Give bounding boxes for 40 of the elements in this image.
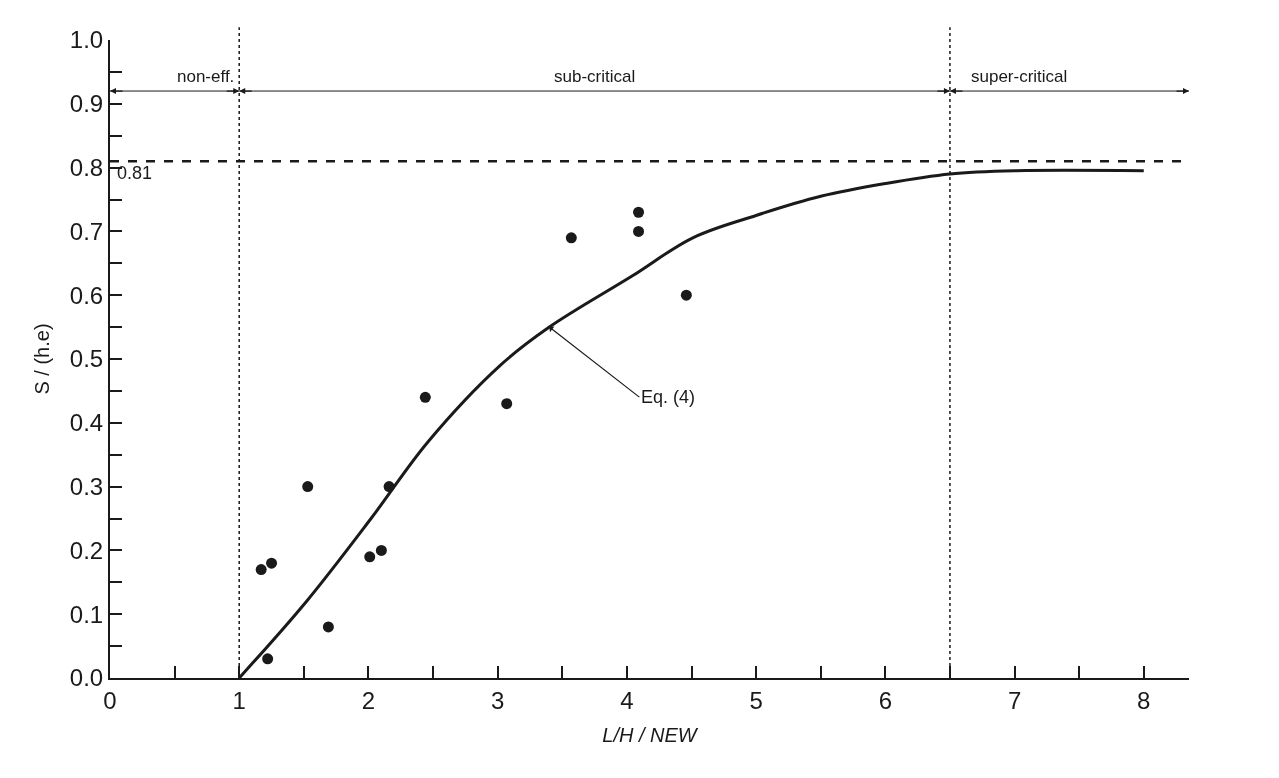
- y-tick-label: 0.2: [69, 536, 104, 564]
- ref-line-label: 0.81: [117, 163, 153, 183]
- y-tick-label: 0.8: [69, 154, 104, 181]
- point: [565, 232, 577, 244]
- x-axis-title: L/H / NEW: [602, 723, 699, 746]
- annotation: super-critical: [971, 67, 1068, 86]
- y-tick-label: 0.7: [69, 217, 104, 245]
- annotation: sub-critical: [554, 67, 636, 86]
- y-tick-label: 0.0: [69, 664, 104, 692]
- point: [255, 564, 267, 576]
- point: [364, 551, 376, 563]
- x-tick-label: 8: [1137, 686, 1151, 714]
- x-tick-label: 7: [1007, 686, 1022, 714]
- y-tick-label: 0.3: [69, 473, 104, 500]
- annotation: Eq. (4): [641, 387, 696, 407]
- point: [375, 544, 387, 556]
- point: [633, 225, 645, 237]
- x-tick-label: 3: [490, 686, 505, 714]
- y-tick-label: 0.6: [69, 281, 104, 309]
- x-tick-label: 2: [361, 686, 376, 714]
- point: [680, 289, 692, 301]
- y-tick-label: 0.9: [69, 90, 104, 118]
- annotation: non-eff.: [177, 67, 235, 86]
- point: [501, 398, 513, 410]
- x-tick-label: 1: [232, 686, 246, 714]
- y-tick-label: 0.1: [69, 600, 104, 628]
- y-tick-label: 1.0: [69, 26, 104, 54]
- point: [419, 391, 431, 403]
- point: [633, 206, 645, 218]
- point: [262, 653, 274, 665]
- x-tick-label: 6: [878, 686, 893, 714]
- y-axis-title: S / (h.e): [30, 323, 53, 395]
- x-tick-label: 4: [620, 686, 634, 714]
- point: [302, 481, 314, 493]
- x-tick-label: 5: [749, 686, 763, 714]
- point: [266, 557, 278, 569]
- y-tick-label: 0.4: [69, 409, 104, 437]
- point: [322, 621, 334, 633]
- x-tick-label: 0: [103, 686, 117, 714]
- y-tick-label: 0.5: [69, 345, 104, 373]
